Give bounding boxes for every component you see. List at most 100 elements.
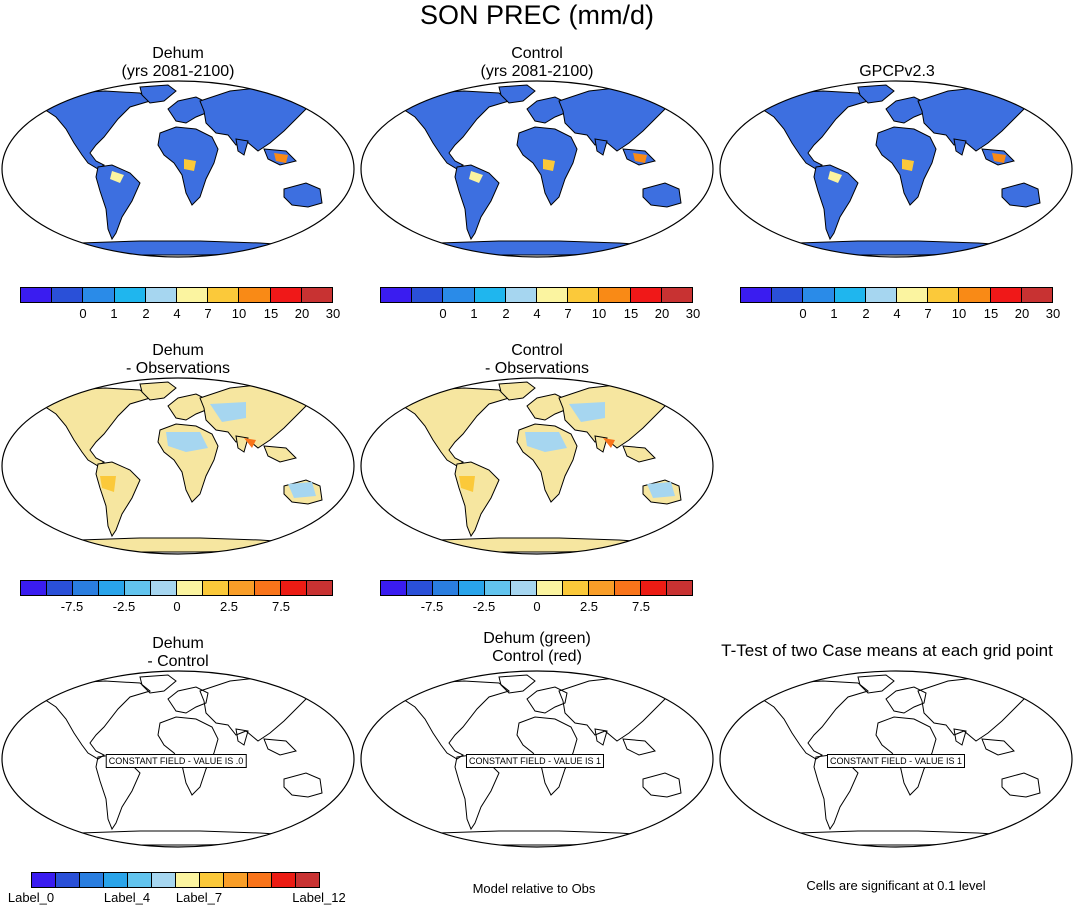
colorbar-tick-label: -7.5	[420, 599, 444, 614]
colorbar-swatch	[928, 288, 960, 302]
panel-title-control-obs: Control - Observations	[374, 342, 700, 378]
map-dehum-minus-control	[0, 669, 356, 849]
continent-australia	[642, 182, 682, 208]
colorbar-swatch	[128, 873, 152, 887]
precip-anomaly	[210, 402, 246, 422]
panel-title-line1: Dehum	[152, 45, 204, 62]
colorbar-swatch	[296, 873, 319, 887]
panel-title-line1: Dehum (green)	[483, 630, 591, 647]
continent-north-america	[39, 680, 152, 760]
colorbar-swatch	[667, 581, 692, 595]
colorbar-swatch	[224, 873, 248, 887]
colorbar-swatch	[80, 873, 104, 887]
continent-antarctica	[388, 537, 680, 553]
precip-hotspot	[184, 159, 196, 171]
continent-se-asia	[263, 738, 297, 756]
colorbar-swatch	[152, 873, 176, 887]
colorbar-swatch	[568, 288, 600, 302]
panel-title-dehum: Dehum (yrs 2081-2100)	[15, 45, 341, 81]
panel-title-line1: T-Test of two Case means at each grid po…	[721, 641, 1053, 660]
colorbar-swatch	[990, 288, 1022, 302]
precip-anomaly	[525, 432, 567, 452]
continent-antarctica	[388, 830, 680, 846]
continent-india	[594, 435, 608, 453]
colorbar-swatch	[803, 288, 835, 302]
continent-south-america	[454, 461, 500, 538]
colorbar-tick-label: 20	[654, 306, 670, 321]
continent-south-america	[95, 164, 141, 241]
colorbar-abs-1	[20, 287, 333, 303]
colorbar-tick-label: 7	[924, 306, 932, 321]
continent-antarctica	[29, 830, 321, 846]
map-boundary	[1, 80, 355, 258]
colorbar-swatch	[208, 288, 240, 302]
map-gpcp	[718, 79, 1074, 259]
colorbar-tick-label: 2	[142, 306, 150, 321]
precip-hotspot	[543, 159, 555, 171]
precip-anomaly	[647, 482, 675, 498]
colorbar-tick-label: 30	[325, 306, 341, 321]
continent-africa	[157, 716, 219, 796]
continent-greenland	[498, 84, 536, 104]
colorbar-tick-label: -2.5	[472, 599, 496, 614]
colorbar-swatch	[145, 288, 178, 302]
precip-hotspot	[902, 159, 914, 171]
colorbar-tick-label: -2.5	[112, 599, 136, 614]
map-boundary	[1, 670, 355, 848]
colorbar-tick-label: 1	[470, 306, 478, 321]
colorbar-swatch	[104, 873, 128, 887]
colorbar-swatch	[270, 288, 302, 302]
colorbar-tick-label: 2	[862, 306, 870, 321]
map-boundary	[1, 377, 355, 555]
panel-title-line2: (yrs 2081-2100)	[121, 63, 235, 80]
panel-title-line2: - Observations	[484, 360, 590, 377]
colorbar-tick-label: 30	[1045, 306, 1061, 321]
colorbar-swatch	[641, 581, 667, 595]
precip-hotspot	[110, 171, 124, 183]
continent-africa	[875, 716, 937, 796]
panel-title-line2: (yrs 2081-2100)	[480, 63, 594, 80]
map-boundary	[719, 80, 1073, 258]
continent-antarctica	[29, 537, 321, 553]
colorbar-tick-label: 1	[110, 306, 118, 321]
continent-greenland	[498, 674, 536, 694]
colorbar-swatch	[741, 288, 773, 302]
colorbar-swatch	[511, 581, 537, 595]
colorbar-tick-label: Label_0	[7, 890, 55, 905]
map-dehum	[0, 79, 356, 259]
panel-title-line2: Control (red)	[492, 648, 582, 665]
colorbar-tick-label: 15	[623, 306, 639, 321]
precip-anomaly	[459, 476, 475, 492]
note-model-relative: Model relative to Obs	[472, 881, 596, 896]
colorbar-tick-label: 7.5	[271, 599, 291, 614]
continent-asia	[199, 383, 317, 449]
continent-europe	[167, 686, 209, 714]
continent-australia	[1001, 182, 1041, 208]
continent-asia	[917, 676, 1035, 742]
colorbar-swatch	[959, 288, 991, 302]
colorbar-tick-label: -7.5	[60, 599, 84, 614]
continent-greenland	[139, 674, 177, 694]
colorbar-swatch	[21, 581, 47, 595]
colorbar-abs-3	[740, 287, 1053, 303]
colorbar-swatch	[661, 288, 693, 302]
continent-se-asia	[981, 738, 1015, 756]
precip-anomaly	[166, 432, 208, 452]
colorbar-swatch	[1021, 288, 1053, 302]
colorbar-swatch	[176, 873, 200, 887]
colorbar-swatch	[56, 873, 80, 887]
panel-title-dehum-obs: Dehum - Observations	[15, 342, 341, 378]
note-cells-significant: Cells are significant at 0.1 level	[806, 878, 986, 893]
precip-hotspot	[469, 171, 483, 183]
continent-north-america	[398, 680, 511, 760]
colorbar-tick-label: 2.5	[579, 599, 599, 614]
colorbar-swatch	[865, 288, 898, 302]
colorbar-test	[31, 872, 320, 888]
map-boundary	[719, 670, 1073, 848]
colorbar-swatch	[177, 288, 209, 302]
colorbar-tick-label: 4	[533, 306, 541, 321]
colorbar-tick-label: Label_12	[292, 890, 346, 905]
continent-antarctica	[29, 240, 321, 256]
colorbar-swatch	[248, 873, 272, 887]
colorbar-swatch	[52, 288, 84, 302]
